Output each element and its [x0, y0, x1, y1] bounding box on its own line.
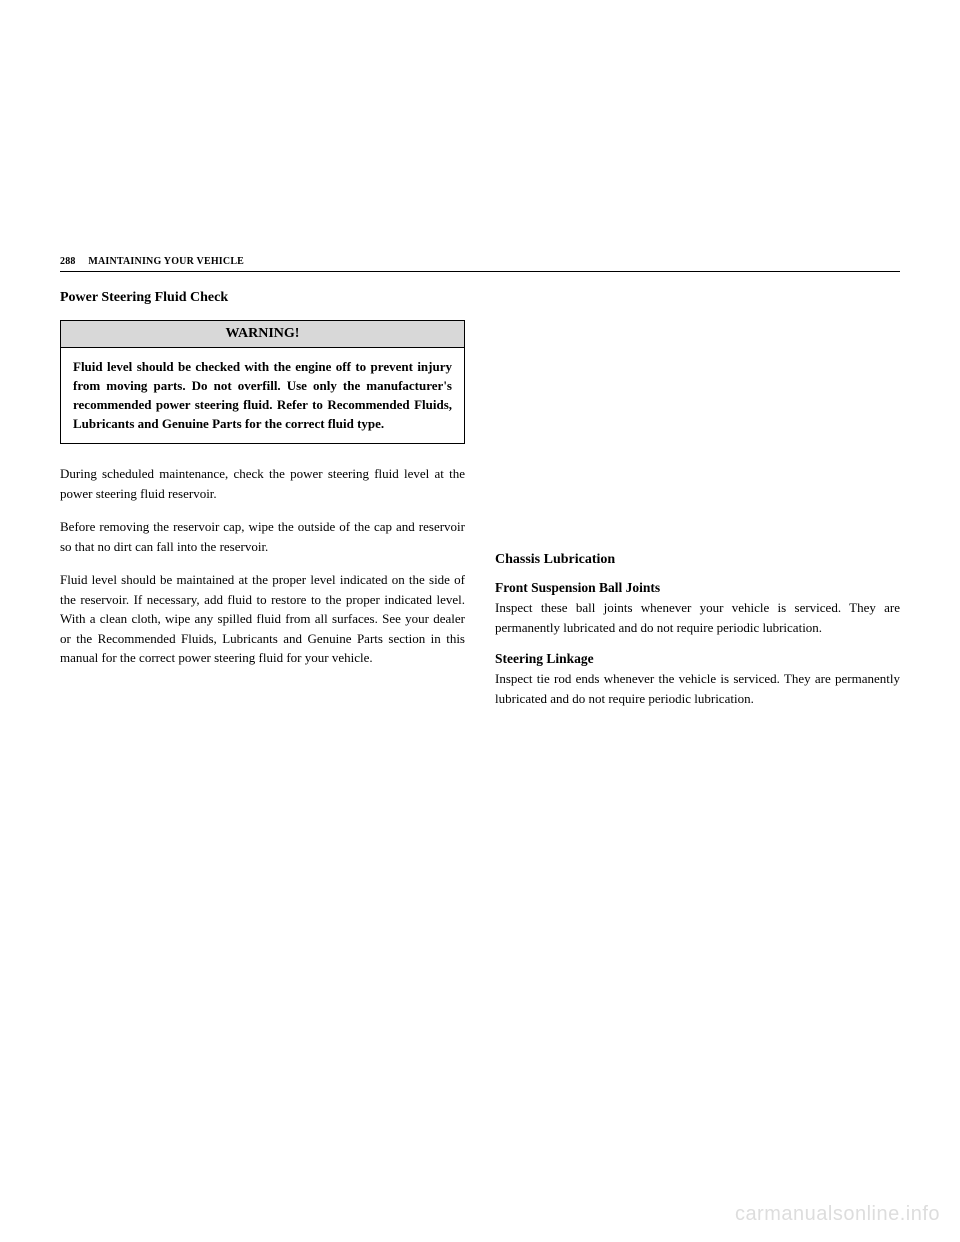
left-paragraph-3: Fluid level should be maintained at the … [60, 570, 465, 668]
ball-joints-body: Inspect these ball joints whenever your … [495, 598, 900, 637]
right-column-content: Chassis Lubrication Front Suspension Bal… [495, 552, 900, 708]
warning-box: WARNING! Fluid level should be checked w… [60, 320, 465, 444]
left-paragraph-1: During scheduled maintenance, check the … [60, 464, 465, 503]
steering-linkage-title: Steering Linkage [495, 651, 900, 667]
header-rule [60, 271, 900, 272]
left-section-title: Power Steering Fluid Check [60, 290, 465, 306]
warning-body: Fluid level should be checked with the e… [61, 348, 464, 443]
left-column: Power Steering Fluid Check WARNING! Flui… [60, 290, 465, 722]
page-header: 288 MAINTAINING YOUR VEHICLE [60, 256, 900, 267]
page-content: 288 MAINTAINING YOUR VEHICLE Power Steer… [60, 256, 900, 976]
steering-linkage-body: Inspect tie rod ends whenever the vehicl… [495, 669, 900, 708]
watermark: carmanualsonline.info [735, 1203, 940, 1226]
right-section-title: Chassis Lubrication [495, 552, 900, 568]
two-column-layout: Power Steering Fluid Check WARNING! Flui… [60, 290, 900, 722]
right-column: Chassis Lubrication Front Suspension Bal… [495, 290, 900, 722]
warning-header: WARNING! [61, 321, 464, 348]
left-paragraph-2: Before removing the reservoir cap, wipe … [60, 517, 465, 556]
section-header: MAINTAINING YOUR VEHICLE [88, 256, 244, 267]
page-number: 288 [60, 256, 76, 267]
ball-joints-title: Front Suspension Ball Joints [495, 580, 900, 596]
